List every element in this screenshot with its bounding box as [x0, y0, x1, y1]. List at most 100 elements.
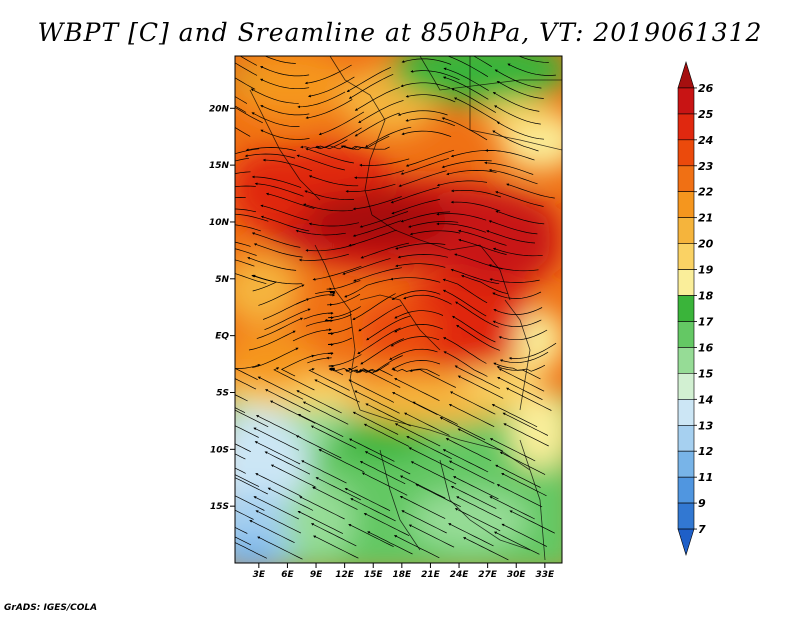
streamline — [366, 315, 411, 341]
streamline — [235, 105, 247, 113]
streamline — [409, 369, 456, 388]
streamline — [235, 248, 257, 256]
streamline — [442, 76, 489, 100]
streamline — [498, 368, 545, 392]
streamline — [456, 496, 502, 520]
streamline — [394, 423, 441, 447]
streamline — [250, 88, 299, 104]
streamline — [352, 293, 396, 320]
colorbar-cell — [677, 191, 695, 218]
streamline — [297, 91, 346, 109]
streamline — [442, 56, 489, 77]
streamline — [493, 531, 540, 555]
streamline — [357, 327, 401, 355]
streamline — [410, 461, 457, 485]
streamline — [235, 394, 248, 402]
streamlines — [235, 56, 557, 561]
streamline — [255, 415, 302, 439]
streamline — [406, 436, 452, 460]
colorbar-cell — [677, 424, 695, 452]
streamline — [340, 145, 390, 150]
streamline — [247, 256, 297, 271]
streamline — [345, 183, 396, 193]
streamline — [484, 161, 534, 175]
streamline — [415, 483, 461, 508]
streamline — [257, 536, 303, 560]
streamline — [451, 88, 496, 113]
streamline — [264, 451, 311, 475]
streamline — [318, 449, 364, 473]
lat-label: EQ — [215, 332, 229, 342]
streamline — [449, 391, 496, 415]
latitude-axis: 20N 15N 10N 5N EQ 5S 10S 15S — [209, 104, 235, 512]
streamline — [518, 56, 549, 63]
colorbar-cell — [677, 528, 695, 557]
streamline — [461, 274, 509, 295]
streamline — [352, 196, 402, 211]
streamline — [296, 154, 345, 171]
streamline — [251, 175, 302, 188]
colorbar-cell — [677, 217, 695, 244]
map-title: WBPT [C] and Sreamline at 850hPa, VT: 20… — [37, 18, 763, 47]
streamline — [299, 496, 345, 520]
streamline — [235, 467, 246, 474]
streamline — [314, 145, 363, 150]
streamline — [318, 111, 365, 136]
streamline — [359, 158, 410, 167]
streamline — [499, 351, 549, 364]
colorbar-label: 23 — [698, 160, 714, 173]
streamline — [394, 378, 440, 402]
streamline — [456, 324, 500, 351]
streamline — [436, 222, 486, 233]
streamline — [235, 509, 254, 520]
streamline — [410, 70, 460, 81]
lon-label: 18E — [392, 570, 412, 580]
streamline — [235, 273, 267, 285]
lon-label: 3E — [253, 570, 266, 580]
streamline — [409, 230, 461, 236]
streamline — [485, 149, 535, 161]
streamline — [401, 510, 447, 534]
streamline — [365, 126, 412, 148]
streamline — [408, 524, 455, 548]
streamline — [492, 92, 540, 112]
streamline — [235, 106, 263, 124]
streamline — [508, 342, 557, 360]
streamline — [501, 523, 547, 547]
streamline — [354, 369, 401, 388]
streamline — [265, 389, 311, 413]
streamline — [390, 277, 441, 283]
streamline — [308, 222, 360, 227]
colorbar-label: 25 — [698, 108, 714, 121]
streamline — [312, 486, 358, 510]
streamline — [498, 329, 548, 341]
colorbar-label: 24 — [698, 134, 713, 147]
streamline — [412, 401, 458, 425]
streamline — [502, 412, 549, 436]
colorbar-label: 17 — [698, 315, 714, 328]
streamline — [251, 112, 300, 127]
streamline — [313, 535, 359, 559]
streamline — [254, 441, 301, 465]
streamline — [305, 147, 354, 164]
streamline — [262, 158, 313, 172]
streamline — [235, 127, 251, 137]
streamline — [405, 149, 455, 167]
streamline — [488, 264, 539, 272]
lon-label: 24E — [450, 570, 470, 580]
streamline — [244, 153, 296, 159]
streamline — [404, 412, 450, 436]
streamline — [501, 473, 547, 497]
streamline — [394, 310, 444, 319]
streamline — [391, 360, 441, 370]
streamline — [397, 110, 448, 116]
streamline — [344, 488, 391, 512]
streamline — [451, 189, 502, 198]
streamline — [253, 427, 299, 451]
streamline — [302, 401, 349, 425]
streamline — [328, 306, 361, 320]
streamline — [398, 170, 447, 187]
streamline — [235, 495, 265, 511]
streamline — [235, 148, 260, 155]
streamline — [439, 417, 486, 441]
